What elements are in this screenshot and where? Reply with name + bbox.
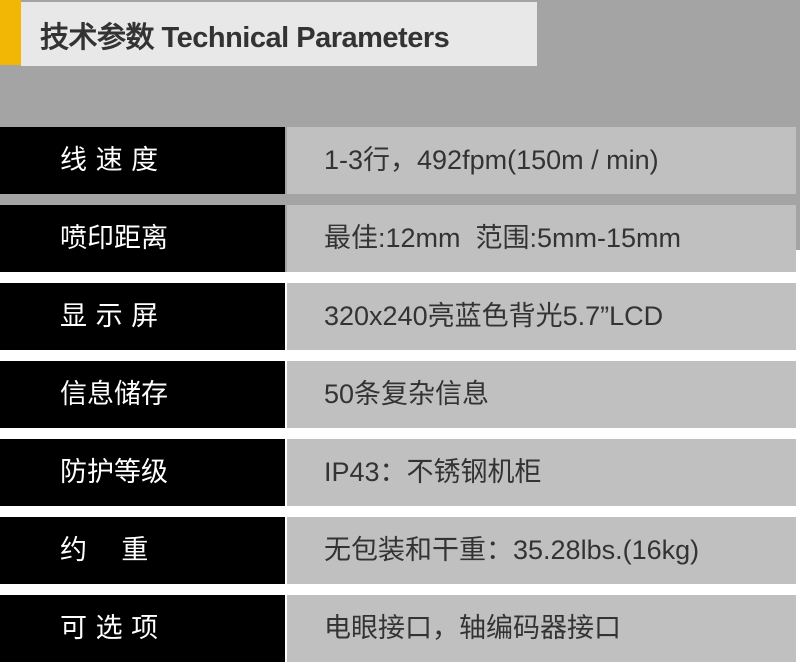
title-box xyxy=(21,2,537,66)
accent-bar xyxy=(0,0,21,65)
param-value: 1-3行，492fpm(150m / min) xyxy=(287,127,796,194)
param-row: 显 示 屏 320x240亮蓝色背光5.7”LCD xyxy=(0,283,796,350)
param-row: 可 选 项电眼接口，轴编码器接口 xyxy=(0,595,796,662)
param-label: 信息储存 xyxy=(0,361,285,428)
param-label: 可 选 项 xyxy=(0,595,285,662)
param-row: 喷印距离 最佳:12mm 范围:5mm-15mm xyxy=(0,205,796,272)
param-value: 无包装和干重：35.28lbs.(16kg) xyxy=(287,517,796,584)
param-row: 防护等级 IP43：不锈钢机柜 xyxy=(0,439,796,506)
param-value: IP43：不锈钢机柜 xyxy=(287,439,796,506)
background-notch xyxy=(796,250,800,272)
param-label: 显 示 屏 xyxy=(0,283,285,350)
param-value: 50条复杂信息 xyxy=(287,361,796,428)
param-label: 线 速 度 xyxy=(0,127,285,194)
page-title: 技术参数 Technical Parameters xyxy=(40,22,450,54)
param-row: 线 速 度 1-3行，492fpm(150m / min) xyxy=(0,127,796,194)
param-value: 最佳:12mm 范围:5mm-15mm xyxy=(287,205,796,272)
param-label: 喷印距离 xyxy=(0,205,285,272)
param-value: 320x240亮蓝色背光5.7”LCD xyxy=(287,283,796,350)
param-value: 电眼接口，轴编码器接口 xyxy=(287,595,796,662)
param-row: 约 重无包装和干重：35.28lbs.(16kg) xyxy=(0,517,796,584)
param-row: 信息储存 50条复杂信息 xyxy=(0,361,796,428)
param-label: 防护等级 xyxy=(0,439,285,506)
param-label: 约 重 xyxy=(0,517,285,584)
